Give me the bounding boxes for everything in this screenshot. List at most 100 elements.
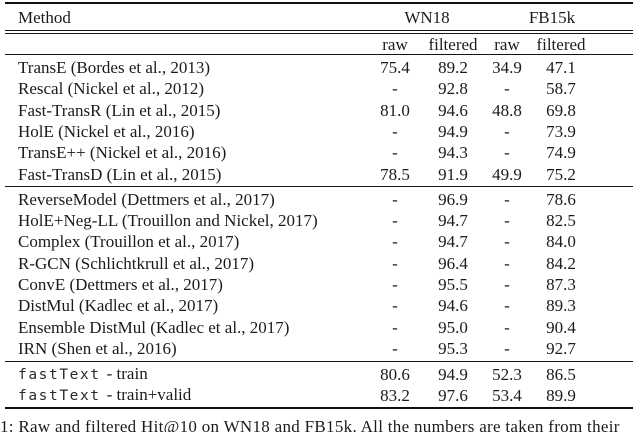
table-row: fastText - train 80.6 94.9 52.3 86.5 xyxy=(5,363,633,384)
value-cell: 78.6 xyxy=(546,189,576,209)
method-cell: TransE++ (Nickel et al., 2016) xyxy=(18,143,227,163)
value-cell: 52.3 xyxy=(492,365,522,385)
value-cell: 94.6 xyxy=(438,100,468,120)
table-header-row: Method WN18 FB15k xyxy=(5,4,633,30)
method-cell: R-GCN (Schlichtkrull et al., 2017) xyxy=(18,253,255,273)
method-cell: Ensemble DistMul (Kadlec et al., 2017) xyxy=(18,317,290,337)
value-cell: 95.0 xyxy=(438,317,468,337)
value-cell: 82.5 xyxy=(546,211,576,231)
table-row: Ensemble DistMul (Kadlec et al., 2017) -… xyxy=(5,316,633,337)
group-header-fb15k: FB15k xyxy=(528,7,576,27)
method-cell: Rescal (Nickel et al., 2012) xyxy=(18,79,204,99)
value-cell: 97.6 xyxy=(438,386,468,406)
method-cell: Fast-TransD (Lin et al., 2015) xyxy=(18,164,222,184)
value-cell: - xyxy=(504,121,510,141)
value-cell: - xyxy=(504,253,510,273)
value-cell: 53.4 xyxy=(492,386,522,406)
rule-bottom xyxy=(5,407,633,410)
value-cell: - xyxy=(504,275,510,294)
value-cell: 87.3 xyxy=(546,275,576,294)
value-cell: - xyxy=(504,338,510,358)
value-cell: - xyxy=(504,79,510,99)
value-cell: 69.8 xyxy=(546,100,576,120)
value-cell: 81.0 xyxy=(380,100,410,120)
value-cell: 91.9 xyxy=(438,164,468,184)
table-row: Rescal (Nickel et al., 2012) - 92.8 - 58… xyxy=(5,78,633,99)
group-header-wn18: WN18 xyxy=(404,7,450,27)
method-suffix: - train+valid xyxy=(106,385,192,405)
value-cell: - xyxy=(504,317,510,337)
table-row: HolE+Neg-LL (Trouillon and Nickel, 2017)… xyxy=(5,210,633,231)
value-cell: 58.7 xyxy=(546,79,576,99)
table-row: R-GCN (Schlichtkrull et al., 2017) - 96.… xyxy=(5,253,633,274)
subheader-filtered-wn18: filtered xyxy=(428,35,478,55)
value-cell: - xyxy=(392,253,398,273)
value-cell: 48.8 xyxy=(492,100,522,120)
method-cell: ConvE (Dettmers et al., 2017) xyxy=(18,275,223,294)
table-row: ReverseModel (Dettmers et al., 2017) - 9… xyxy=(5,189,633,210)
table-row: HolE (Nickel et al., 2016) - 94.9 - 73.9 xyxy=(5,121,633,142)
rule-top xyxy=(5,2,633,4)
value-cell: 96.4 xyxy=(438,253,468,273)
method-cell: IRN (Shen et al., 2016) xyxy=(18,338,177,358)
value-cell: 34.9 xyxy=(492,58,522,78)
value-cell: - xyxy=(392,121,398,141)
value-cell: 90.4 xyxy=(546,317,576,337)
value-cell: 94.9 xyxy=(438,365,468,385)
value-cell: 47.1 xyxy=(546,58,576,78)
table-section-recent-models: ReverseModel (Dettmers et al., 2017) - 9… xyxy=(5,187,633,360)
value-cell: 86.5 xyxy=(546,365,576,385)
method-cell: fastText - train xyxy=(18,363,366,386)
value-cell: 89.9 xyxy=(546,386,576,406)
value-cell: 92.7 xyxy=(546,338,576,358)
table-section-fasttext: fastText - train 80.6 94.9 52.3 86.5 fast… xyxy=(5,362,633,408)
rule-section1 xyxy=(5,186,633,188)
table-row: Fast-TransD (Lin et al., 2015) 78.5 91.9… xyxy=(5,163,633,184)
value-cell: 89.2 xyxy=(438,58,468,78)
table-row: DistMul (Kadlec et al., 2017) - 94.6 - 8… xyxy=(5,295,633,316)
method-cell: ReverseModel (Dettmers et al., 2017) xyxy=(18,189,275,209)
value-cell: - xyxy=(504,211,510,231)
fasttext-label: fastText xyxy=(18,367,101,384)
value-cell: - xyxy=(392,317,398,337)
table-row: fastText - train+valid 83.2 97.6 53.4 89.… xyxy=(5,384,633,405)
method-cell: fastText - train+valid xyxy=(18,384,366,407)
value-cell: - xyxy=(392,338,398,358)
subheader-raw-fb15k: raw xyxy=(494,35,520,55)
table-row: TransE (Bordes et al., 2013) 75.4 89.2 3… xyxy=(5,57,633,78)
rule-subheader xyxy=(5,54,633,56)
table-row: IRN (Shen et al., 2016) - 95.3 - 92.7 xyxy=(5,338,633,359)
value-cell: - xyxy=(392,232,398,252)
results-table: Method WN18 FB15k raw filtered raw filte… xyxy=(5,2,633,410)
value-cell: - xyxy=(392,211,398,231)
table-row: Fast-TransR (Lin et al., 2015) 81.0 94.6… xyxy=(5,99,633,120)
table-caption: 1: Raw and filtered Hit@10 on WN18 and F… xyxy=(0,417,620,432)
subheader-filtered-fb15k: filtered xyxy=(536,35,586,55)
rule-section2 xyxy=(5,360,633,362)
value-cell: - xyxy=(504,143,510,163)
table-subheader-row: raw filtered raw filtered xyxy=(5,34,633,54)
value-cell: - xyxy=(392,296,398,316)
value-cell: - xyxy=(392,189,398,209)
value-cell: 94.9 xyxy=(438,121,468,141)
value-cell: - xyxy=(504,232,510,252)
value-cell: - xyxy=(392,143,398,163)
value-cell: 78.5 xyxy=(380,164,410,184)
col-header-method: Method xyxy=(18,7,71,27)
table-row: TransE++ (Nickel et al., 2016) - 94.3 - … xyxy=(5,142,633,163)
value-cell: 94.3 xyxy=(438,143,468,163)
value-cell: - xyxy=(392,275,398,294)
value-cell: 95.3 xyxy=(438,338,468,358)
method-cell: HolE+Neg-LL (Trouillon and Nickel, 2017) xyxy=(18,211,318,231)
value-cell: 84.2 xyxy=(546,253,576,273)
method-cell: Complex (Trouillon et al., 2017) xyxy=(18,232,240,252)
value-cell: - xyxy=(392,79,398,99)
method-cell: DistMul (Kadlec et al., 2017) xyxy=(18,296,219,316)
subheader-raw-wn18: raw xyxy=(382,35,408,55)
value-cell: 49.9 xyxy=(492,164,522,184)
value-cell: - xyxy=(504,296,510,316)
method-cell: HolE (Nickel et al., 2016) xyxy=(18,121,195,141)
value-cell: 75.2 xyxy=(546,164,576,184)
value-cell: 96.9 xyxy=(438,189,468,209)
